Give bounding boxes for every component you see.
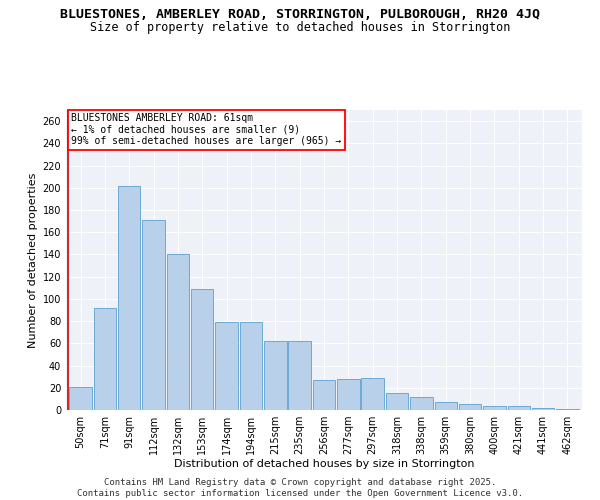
Y-axis label: Number of detached properties: Number of detached properties bbox=[28, 172, 38, 348]
Bar bbox=[215, 322, 238, 410]
Bar bbox=[508, 406, 530, 410]
Bar bbox=[94, 308, 116, 410]
Bar bbox=[386, 394, 408, 410]
Bar bbox=[459, 404, 481, 410]
X-axis label: Distribution of detached houses by size in Storrington: Distribution of detached houses by size … bbox=[174, 458, 474, 468]
Bar bbox=[118, 186, 140, 410]
Bar bbox=[142, 220, 165, 410]
Bar bbox=[434, 402, 457, 410]
Bar bbox=[337, 379, 359, 410]
Text: Contains HM Land Registry data © Crown copyright and database right 2025.
Contai: Contains HM Land Registry data © Crown c… bbox=[77, 478, 523, 498]
Text: BLUESTONES, AMBERLEY ROAD, STORRINGTON, PULBOROUGH, RH20 4JQ: BLUESTONES, AMBERLEY ROAD, STORRINGTON, … bbox=[60, 8, 540, 20]
Bar bbox=[361, 378, 384, 410]
Bar bbox=[264, 341, 287, 410]
Bar bbox=[289, 341, 311, 410]
Bar bbox=[167, 254, 189, 410]
Bar bbox=[410, 396, 433, 410]
Bar bbox=[556, 409, 578, 410]
Bar bbox=[532, 408, 554, 410]
Bar bbox=[240, 322, 262, 410]
Bar bbox=[483, 406, 506, 410]
Bar bbox=[313, 380, 335, 410]
Bar bbox=[191, 289, 214, 410]
Text: BLUESTONES AMBERLEY ROAD: 61sqm
← 1% of detached houses are smaller (9)
99% of s: BLUESTONES AMBERLEY ROAD: 61sqm ← 1% of … bbox=[71, 113, 341, 146]
Text: Size of property relative to detached houses in Storrington: Size of property relative to detached ho… bbox=[90, 21, 510, 34]
Bar bbox=[70, 386, 92, 410]
